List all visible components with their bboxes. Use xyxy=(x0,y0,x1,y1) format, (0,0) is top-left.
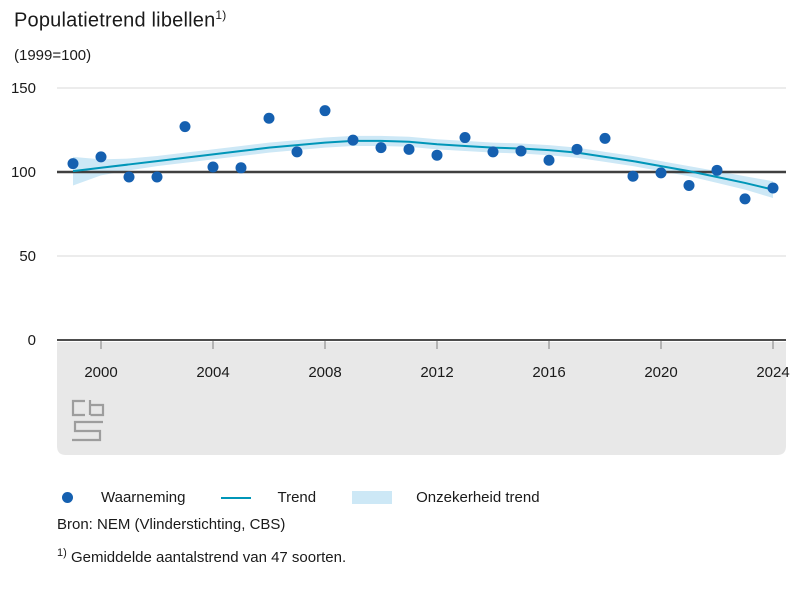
data-point-2016 xyxy=(543,154,555,166)
legend-item-trend: Trend xyxy=(221,489,352,506)
data-point-2002 xyxy=(151,171,163,183)
x-axis-band xyxy=(57,342,786,455)
data-point-2008 xyxy=(319,105,331,117)
data-point-2021 xyxy=(683,179,695,191)
trend-line-marker xyxy=(221,496,252,499)
data-point-2010 xyxy=(375,142,387,154)
page-title: Populatietrend libellen1) xyxy=(14,8,227,32)
data-point-2020 xyxy=(655,167,667,179)
data-point-2023 xyxy=(739,193,751,205)
x-tick-label-2012: 2012 xyxy=(420,364,453,381)
population-trend-chart: 2000 2004 2008 2012 2016 2020 2024 0 50 100 150 xyxy=(11,80,790,455)
footnote-text: 1) Gemiddelde aantalstrend van 47 soorte… xyxy=(57,547,347,566)
uncertainty-band-marker xyxy=(352,491,393,504)
data-point-2019 xyxy=(627,170,639,182)
x-tick-label-2016: 2016 xyxy=(532,364,565,381)
data-point-2024 xyxy=(767,182,779,194)
x-tick-label-2020: 2020 xyxy=(644,364,677,381)
data-point-2000 xyxy=(95,151,107,163)
legend-label-trend: Trend xyxy=(277,489,317,506)
chart-subtitle-index-base: (1999=100) xyxy=(14,47,92,64)
x-tick-label-2004: 2004 xyxy=(196,364,229,381)
data-point-2017 xyxy=(571,143,583,155)
data-point-2018 xyxy=(599,132,611,144)
waarneming-dot-marker xyxy=(62,492,73,503)
data-point-2012 xyxy=(431,149,443,161)
legend-label-waarneming: Waarneming xyxy=(101,489,186,506)
y-tick-label-150: 150 xyxy=(11,80,36,97)
cbs-logo xyxy=(71,399,105,442)
data-point-2006 xyxy=(263,112,275,124)
source-text: Bron: NEM (Vlinderstichting, CBS) xyxy=(57,516,286,533)
data-point-2003 xyxy=(179,121,191,133)
data-point-2001 xyxy=(123,171,135,183)
footnote-marker: 1) xyxy=(57,547,67,559)
x-tick-label-2008: 2008 xyxy=(308,364,341,381)
x-tick-label-2000: 2000 xyxy=(84,364,117,381)
data-point-2011 xyxy=(403,143,415,155)
title-footnote-marker: 1) xyxy=(215,8,227,22)
legend-item-onzekerheid: Onzekerheid trend xyxy=(352,489,575,506)
x-tick-label-2024: 2024 xyxy=(756,364,789,381)
data-point-2009 xyxy=(347,134,359,146)
data-point-2014 xyxy=(487,146,499,158)
data-point-2005 xyxy=(235,162,247,174)
data-point-2022 xyxy=(711,164,723,176)
legend-item-waarneming: Waarneming xyxy=(62,489,221,506)
uncertainty-band xyxy=(73,135,773,199)
data-point-2004 xyxy=(207,161,219,173)
cbs-logo-b xyxy=(88,400,105,417)
y-tick-label-0: 0 xyxy=(28,332,36,349)
cbs-logo-s xyxy=(72,420,103,442)
data-point-1999 xyxy=(67,158,79,170)
trend-line xyxy=(72,139,774,191)
data-point-2013 xyxy=(459,132,471,144)
y-tick-label-100: 100 xyxy=(11,164,36,181)
y-tick-label-50: 50 xyxy=(19,248,36,265)
data-point-2015 xyxy=(515,145,527,157)
cbs-logo-c xyxy=(71,399,85,417)
data-point-2007 xyxy=(291,146,303,158)
legend-label-onzekerheid: Onzekerheid trend xyxy=(416,489,540,506)
chart-legend: Waarneming Trend Onzekerheid trend xyxy=(62,489,576,506)
